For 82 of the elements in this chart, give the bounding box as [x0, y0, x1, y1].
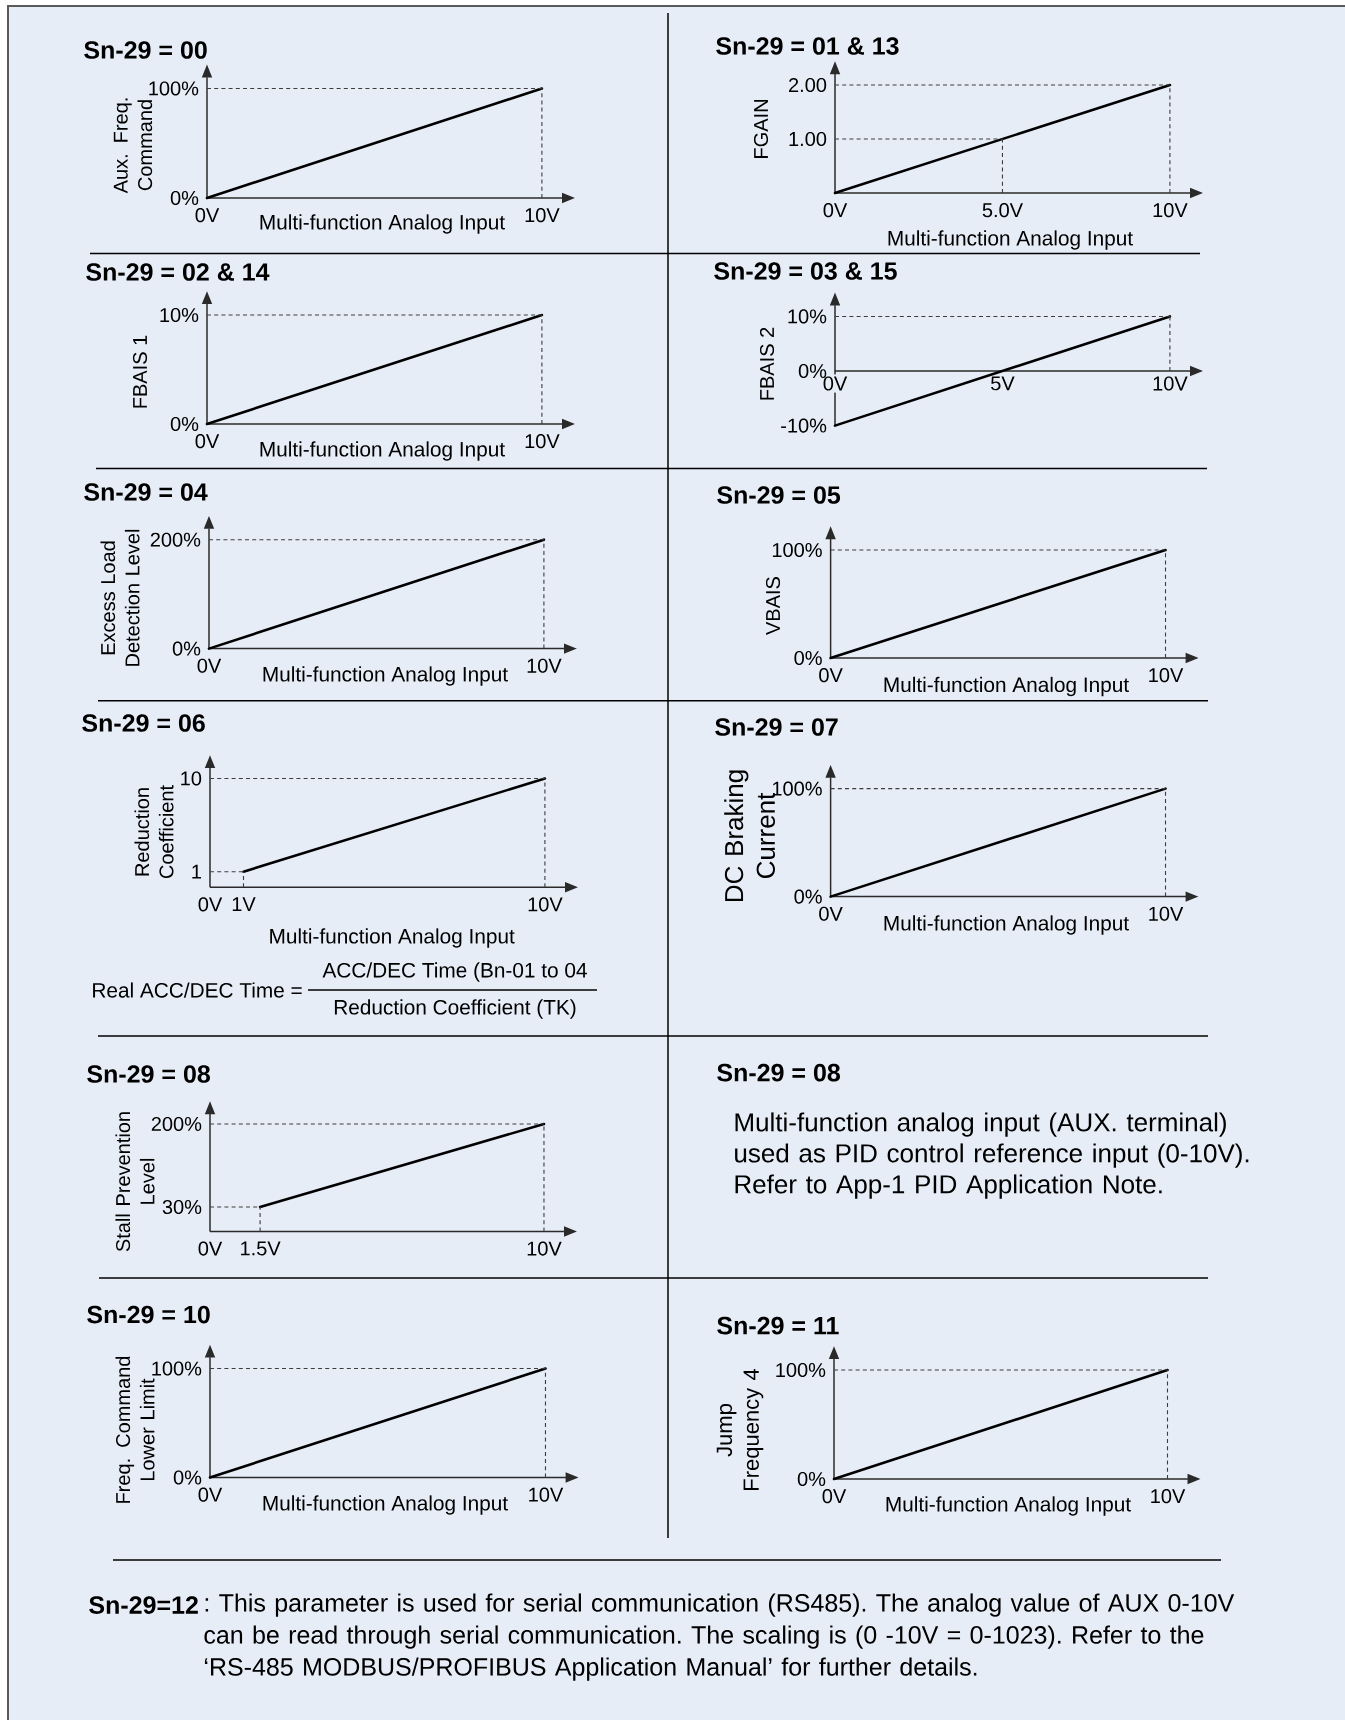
- y-tick-label: 0%: [170, 190, 199, 206]
- x-tick-label: 1.5V: [241, 1241, 281, 1256]
- chart-title: Sn-29 = 08: [87, 1065, 210, 1083]
- chart-title: Sn-29 = 03 & 15: [714, 262, 897, 280]
- x-axis-title: Multi-function Analog Input: [884, 676, 1129, 697]
- y-tick-label: 0%: [173, 1470, 202, 1485]
- x-axis-title: Multi-function Analog Input: [260, 214, 505, 234]
- x-tick-label: 10V: [1149, 668, 1184, 683]
- y-axis-title: Reduction Coefficient: [134, 785, 174, 879]
- chart-title: Sn-29 = 07: [715, 718, 838, 736]
- x-tick-label: 10V: [528, 897, 563, 912]
- x-tick-label: 0V: [198, 1241, 223, 1256]
- x-tick-label: 10V: [529, 1487, 564, 1502]
- x-axis-title: Multi-function Analog Input: [260, 441, 505, 461]
- x-tick-label: 0V: [197, 658, 222, 673]
- y-axis-title: Aux. Freq. Command: [113, 98, 153, 194]
- text: Multi-function analog input (AUX. terminal) used as PID control reference input (0-10V).: [735, 1112, 1249, 1168]
- y-tick-label: 0%: [170, 416, 199, 432]
- y-tick-label: 10: [181, 771, 202, 786]
- y-tick-label: 100%: [772, 542, 822, 558]
- text: Sn-29=12: [89, 1596, 198, 1614]
- x-tick-label: 10V: [1149, 906, 1184, 921]
- chart-title: Sn-29 = 00: [84, 41, 207, 59]
- y-tick-label: 10%: [160, 307, 199, 323]
- y-axis-title: FBAIS 1: [132, 335, 148, 408]
- text: : This parameter is used for serial communication (RS485). The analog value of AUX 0-10V can be read through serial communication. The scaling is (0 -10V = 0-1023). Refer to the ‘RS-485 MODBUS/PROFIBUS Application Manual’ for further details.: [204, 1593, 1235, 1681]
- text: Reduction Coefficient (TK): [334, 999, 576, 1019]
- x-axis-title: Multi-function Analog Input: [263, 1495, 508, 1515]
- y-axis-title: VBAIS: [765, 577, 781, 635]
- y-tick-label: 1.00: [789, 131, 827, 147]
- y-tick-label: 10%: [788, 309, 827, 324]
- chart-title: Sn-29 = 05: [717, 486, 841, 504]
- x-tick-label: 10V: [1153, 376, 1188, 391]
- text: Refer to App-1 PID Application Note.: [735, 1174, 1162, 1199]
- y-axis-title: Jump Frequency 4: [716, 1368, 764, 1490]
- chart-title: Sn-29 = 11: [717, 1316, 839, 1335]
- y-tick-label: -10%: [781, 418, 827, 433]
- y-axis-title: FGAIN: [753, 100, 769, 158]
- x-tick-label: 5.0V: [982, 203, 1023, 218]
- text: ACC/DEC Time (Bn-01 to 04: [322, 962, 587, 982]
- chart-title: Sn-29 = 01 & 13: [716, 37, 899, 55]
- y-tick-label: 0%: [794, 889, 822, 904]
- x-tick-label: 10V: [525, 208, 560, 223]
- x-tick-label: 0V: [822, 1489, 847, 1504]
- x-tick-label: 0V: [198, 897, 223, 912]
- x-tick-label: 0V: [195, 434, 220, 449]
- y-tick-label: 2.00: [789, 77, 827, 93]
- x-tick-label: 5V: [991, 376, 1015, 391]
- y-tick-label: 0%: [172, 641, 201, 656]
- y-tick-label: 0%: [797, 1471, 826, 1487]
- x-tick-label: 10V: [1151, 1489, 1186, 1504]
- x-tick-label: 0V: [823, 203, 848, 218]
- chart-title: Sn-29 = 06: [82, 714, 205, 732]
- chart-title: Sn-29 = 02 & 14: [86, 263, 270, 281]
- y-tick-label: 0%: [794, 650, 822, 666]
- chart-title: Sn-29 = 04: [84, 483, 208, 501]
- text: Real ACC/DEC Time =: [93, 982, 302, 998]
- chart-title: Sn-29 = 10: [87, 1305, 210, 1324]
- x-axis-title: Multi-function Analog Input: [888, 230, 1133, 250]
- x-axis-title: Multi-function Analog Input: [884, 915, 1129, 935]
- x-tick-label: 0V: [195, 208, 220, 223]
- y-tick-label: 100%: [776, 1362, 826, 1378]
- x-tick-label: 0V: [819, 668, 843, 683]
- x-tick-label: 0V: [819, 906, 843, 921]
- x-tick-label: 10V: [527, 658, 562, 673]
- y-tick-label: 200%: [150, 532, 201, 547]
- y-tick-label: 1: [192, 864, 201, 879]
- x-axis-title: Multi-function Analog Input: [886, 1496, 1131, 1516]
- text: Sn-29 = 08: [717, 1063, 840, 1082]
- x-tick-label: 0V: [198, 1487, 223, 1502]
- y-axis-title: Excess Load Detection Level: [100, 529, 140, 666]
- x-tick-label: 0V: [823, 376, 848, 391]
- y-tick-label: 100%: [149, 81, 199, 96]
- x-tick-label: 1V: [232, 897, 256, 912]
- x-tick-label: 10V: [525, 434, 560, 449]
- y-tick-label: 0%: [798, 363, 827, 379]
- x-tick-label: 10V: [1153, 203, 1188, 218]
- x-tick-label: 10V: [527, 1241, 562, 1256]
- y-axis-title: FBAIS 2: [759, 327, 775, 400]
- y-tick-label: 30%: [162, 1199, 202, 1215]
- x-axis-title: Multi-function Analog Input: [263, 666, 508, 686]
- x-axis-title: Multi-function Analog Input: [270, 928, 515, 948]
